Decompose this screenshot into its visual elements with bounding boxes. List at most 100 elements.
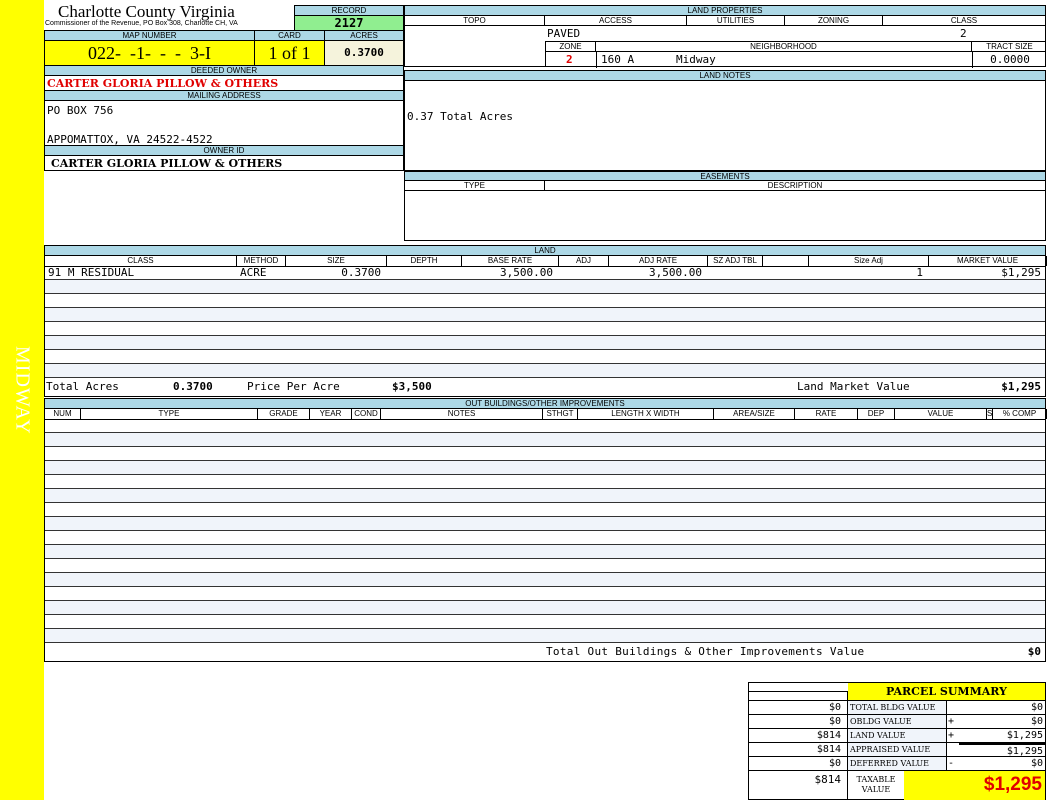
land-row xyxy=(45,280,1045,294)
neighborhood-header: NEIGHBORHOOD xyxy=(596,42,972,52)
address-line-1: PO BOX 756 xyxy=(47,104,114,117)
zone-header: ZONE xyxy=(546,42,596,52)
outbuilding-row xyxy=(45,559,1045,573)
outbuilding-row xyxy=(45,629,1045,643)
summary-label: APPRAISED VALUE xyxy=(848,743,947,757)
subtitle: Commissioner of the Revenue, PO Box 308,… xyxy=(45,20,238,27)
easement-type-header: TYPE xyxy=(405,181,545,191)
land-cell: 0.3700 xyxy=(341,266,381,279)
outbuilding-row xyxy=(45,545,1045,559)
summary-left-value: $814 xyxy=(749,729,848,743)
outbuilding-column-header: GRADE xyxy=(258,409,310,419)
land-row xyxy=(45,350,1045,364)
land-column-header xyxy=(763,256,809,266)
summary-label: TOTAL BLDG VALUE xyxy=(848,701,947,715)
outbuilding-row xyxy=(45,433,1045,447)
topo-header: TOPO xyxy=(405,16,545,26)
summary-operator: - xyxy=(947,757,959,771)
price-per-acre-label: Price Per Acre xyxy=(247,380,340,393)
mailing-address: PO BOX 756 APPOMATTOX, VA 24522-4522 xyxy=(44,100,404,146)
outbuilding-column-header: NOTES xyxy=(381,409,543,419)
summary-left-value: $0 xyxy=(749,701,848,715)
outbuildings-total: $0 xyxy=(1027,645,1041,658)
zone-value: 2 xyxy=(566,53,573,66)
summary-label: DEFERRED VALUE xyxy=(848,757,947,771)
land-table: CLASS METHOD SIZE DEPTH BASE RATE ADJ ADJ RATE… xyxy=(44,255,1047,397)
outbuilding-column-header: TYPE xyxy=(81,409,258,419)
side-bar xyxy=(0,0,44,800)
summary-operator xyxy=(947,743,959,757)
land-cell: 3,500.00 xyxy=(649,266,702,279)
outbuilding-row xyxy=(45,573,1045,587)
outbuilding-row xyxy=(45,489,1045,503)
land-column-header: CLASS xyxy=(45,256,237,266)
land-cell: 91 M RESIDUAL xyxy=(48,266,135,279)
land-cell: ACRE xyxy=(240,266,267,279)
summary-label: LAND VALUE xyxy=(848,729,947,743)
record-value: 2127 xyxy=(294,15,404,31)
land-properties: TOPO ACCESS UTILITIES ZONING CLASS PAVED… xyxy=(404,15,1046,68)
tract-size: 0.0000 xyxy=(990,53,1030,66)
land-cell: 1 xyxy=(916,266,923,279)
address-line-2: APPOMATTOX, VA 24522-4522 xyxy=(47,133,213,146)
owner-id: CARTER GLORIA PILLOW & OTHERS xyxy=(44,155,404,171)
card-value: 1 of 1 xyxy=(254,40,325,66)
taxable-left: $814 xyxy=(749,771,848,800)
outbuilding-column-header: COND xyxy=(352,409,381,419)
land-row xyxy=(45,308,1045,322)
land-column-header: BASE RATE xyxy=(462,256,559,266)
outbuilding-row xyxy=(45,447,1045,461)
total-acres: 0.3700 xyxy=(173,380,213,393)
land-market-value-label: Land Market Value xyxy=(797,380,910,393)
outbuilding-row xyxy=(45,587,1045,601)
outbuilding-row xyxy=(45,419,1045,433)
neighborhood-name: Midway xyxy=(676,53,716,66)
outbuilding-row xyxy=(45,531,1045,545)
land-column-header: DEPTH xyxy=(387,256,462,266)
outbuilding-column-header: AREA/SIZE xyxy=(714,409,795,419)
land-row xyxy=(45,364,1045,378)
county-title: Charlotte County Virginia xyxy=(58,2,235,21)
land-row xyxy=(45,294,1045,308)
outbuilding-row xyxy=(45,601,1045,615)
tract-size-header: TRACT SIZE xyxy=(986,42,1033,51)
district-label: MIDWAY xyxy=(11,345,34,435)
outbuilding-column-header: S xyxy=(987,409,993,419)
land-column-header: SZ ADJ TBL xyxy=(708,256,763,266)
price-per-acre: $3,500 xyxy=(392,380,432,393)
outbuilding-column-header: YEAR xyxy=(310,409,352,419)
outbuilding-column-header: % COMP xyxy=(993,409,1047,419)
neighborhood-code: 160 A xyxy=(601,53,635,66)
summary-value: $1,295 xyxy=(959,743,1045,757)
land-market-value: $1,295 xyxy=(1001,380,1041,393)
land-column-header: MARKET VALUE xyxy=(929,256,1047,266)
parcel-summary: PARCEL SUMMARY $0 TOTAL BLDG VALUE $0 $0 OBL… xyxy=(748,682,1046,800)
land-row: 91 M RESIDUAL ACRE 0.3700 3,500.00 3,500.00 1… xyxy=(45,266,1045,280)
access-header: ACCESS xyxy=(545,16,687,26)
summary-left-value: $0 xyxy=(749,715,848,729)
outbuilding-row xyxy=(45,517,1045,531)
zoning-header: ZONING xyxy=(785,16,883,26)
land-column-header: ADJ RATE xyxy=(609,256,708,266)
land-column-header: ADJ xyxy=(559,256,609,266)
summary-value: $0 xyxy=(959,715,1045,729)
summary-operator xyxy=(947,701,959,715)
outbuilding-column-header: RATE xyxy=(795,409,858,419)
outbuilding-row xyxy=(45,503,1045,517)
access-value: PAVED xyxy=(547,27,581,40)
taxable-value: $1,295 xyxy=(904,771,1045,800)
taxable-label: TAXABLE VALUE xyxy=(856,775,896,794)
class-header: CLASS xyxy=(950,16,978,25)
land-row xyxy=(45,336,1045,350)
land-notes: 0.37 Total Acres xyxy=(404,80,1046,171)
map-number: 022- -1- - - 3-I xyxy=(44,40,255,66)
land-row xyxy=(45,322,1045,336)
acres-value: 0.3700 xyxy=(324,40,404,66)
summary-value: $1,295 xyxy=(959,729,1045,743)
land-cell: $1,295 xyxy=(1001,266,1041,279)
land-column-header: SIZE xyxy=(286,256,387,266)
summary-left-value: $814 xyxy=(749,743,848,757)
summary-label: OBLDG VALUE xyxy=(848,715,947,729)
outbuildings-table: NUM TYPE GRADE YEAR COND NOTES STHGT LENGTH X W… xyxy=(44,408,1047,662)
summary-operator: + xyxy=(947,729,959,743)
